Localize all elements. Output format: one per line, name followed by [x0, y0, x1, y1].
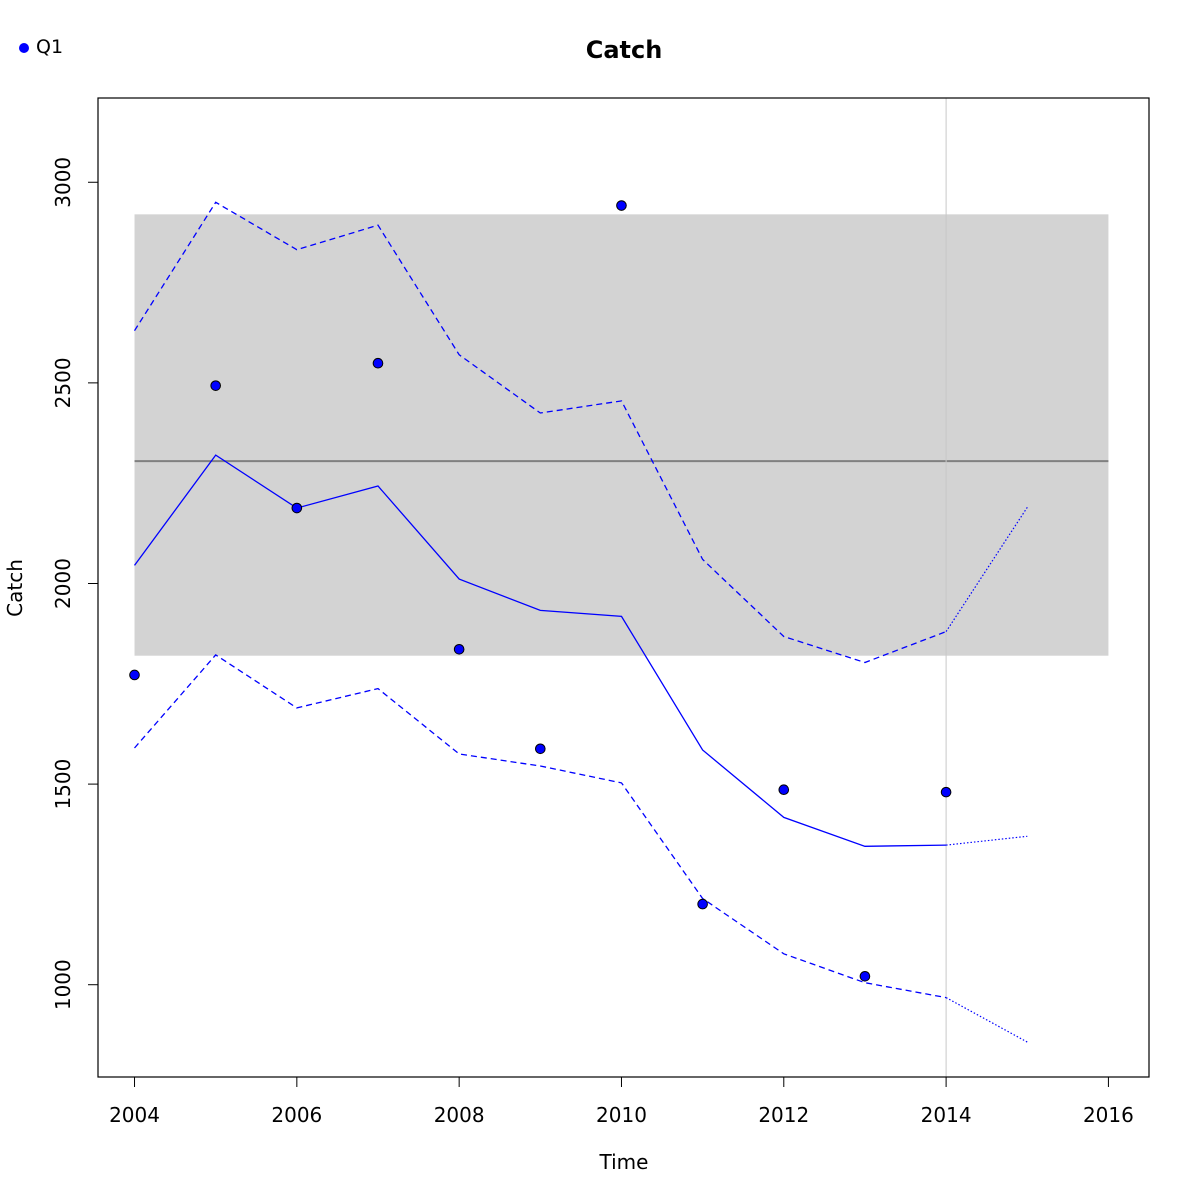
- y-axis-title: Catch: [3, 559, 27, 617]
- x-tick-label: 2014: [921, 1103, 972, 1127]
- x-tick-label: 2004: [109, 1103, 160, 1127]
- y-tick-label: 2500: [51, 357, 75, 408]
- lower-bound-line: [134, 654, 947, 999]
- observed-point: [859, 970, 871, 982]
- observed-point: [940, 786, 952, 798]
- observed-point: [453, 643, 465, 655]
- y-tick-label: 3000: [51, 157, 75, 208]
- fitted-line: [133, 454, 947, 847]
- y-tick-label: 1000: [51, 959, 75, 1010]
- legend-marker: [19, 43, 29, 53]
- legend-label: Q1: [36, 36, 63, 58]
- x-tick-label: 2008: [434, 1103, 485, 1127]
- observed-point: [616, 200, 627, 211]
- reference-band: [134, 214, 1109, 656]
- legend: Q1: [19, 36, 63, 58]
- observed-point: [535, 743, 546, 755]
- forecast-lower-line: [945, 997, 1028, 1043]
- observed-point: [129, 669, 140, 681]
- y-tick-label: 1500: [51, 759, 75, 810]
- x-axis: 2004 2006 2008 2010 2012 2014 2016: [109, 1076, 1134, 1127]
- x-tick-label: 2006: [271, 1103, 322, 1127]
- chart-title: Catch: [586, 36, 663, 64]
- forecast-upper-line: [945, 506, 1028, 632]
- observed-point: [372, 357, 384, 369]
- forecast-fitted-line: [946, 835, 1028, 846]
- y-axis: 1000 1500 2000 2500 3000: [51, 157, 99, 1010]
- x-axis-title: Time: [599, 1150, 649, 1174]
- x-tick-label: 2010: [596, 1103, 647, 1127]
- plot-layer: [129, 98, 1109, 1077]
- observed-point: [291, 502, 303, 514]
- x-tick-label: 2012: [758, 1103, 809, 1127]
- observed-point: [778, 784, 790, 796]
- y-tick-label: 2000: [51, 558, 75, 609]
- x-tick-label: 2016: [1083, 1103, 1134, 1127]
- observed-point: [210, 380, 221, 391]
- observed-point: [697, 898, 708, 910]
- upper-bound-line: [133, 201, 947, 664]
